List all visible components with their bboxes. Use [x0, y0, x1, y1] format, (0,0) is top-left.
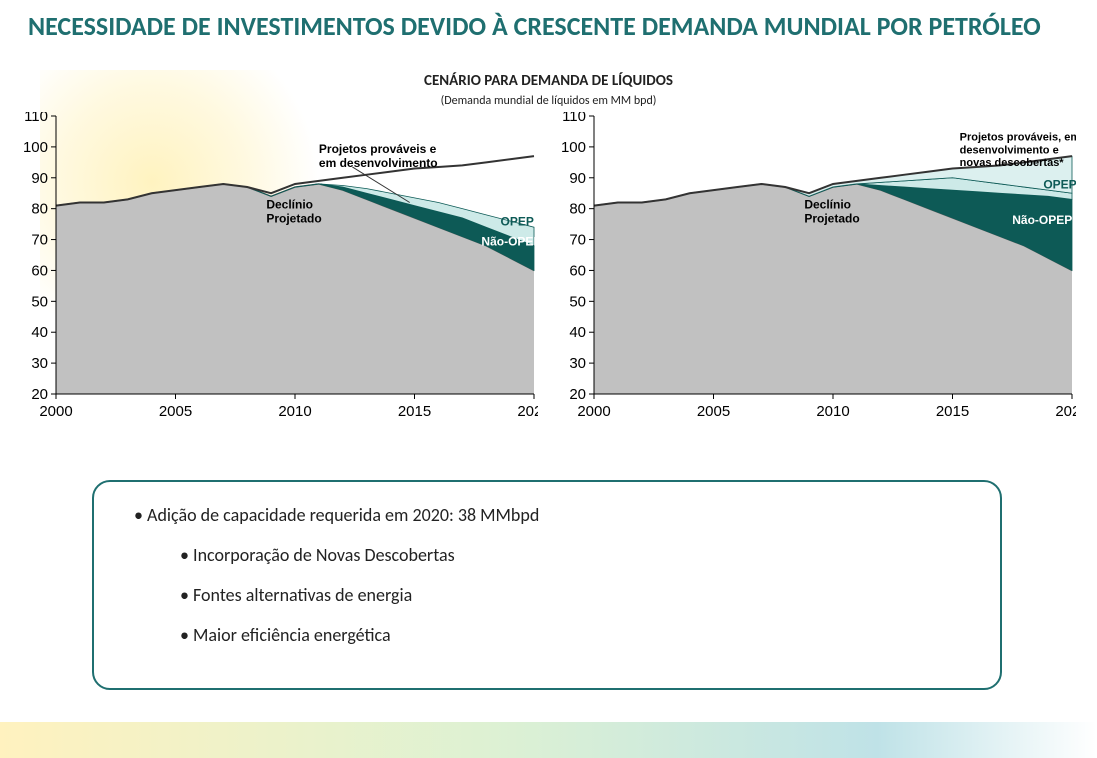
- svg-text:110: 110: [562, 112, 586, 125]
- svg-text:30: 30: [569, 355, 586, 372]
- svg-text:2010: 2010: [816, 403, 849, 420]
- svg-text:Projetos prováveis, emdesenvol: Projetos prováveis, emdesenvolvimento en…: [960, 132, 1076, 169]
- svg-text:2000: 2000: [39, 403, 72, 420]
- svg-text:110: 110: [24, 112, 48, 125]
- footer-gradient: [0, 722, 1097, 758]
- svg-text:100: 100: [23, 139, 48, 156]
- svg-text:40: 40: [31, 324, 48, 341]
- svg-text:60: 60: [31, 262, 48, 279]
- svg-text:100: 100: [561, 139, 586, 156]
- svg-text:OPEP: OPEP: [501, 215, 534, 229]
- svg-text:Projetos prováveis eem desenvo: Projetos prováveis eem desenvolvimento: [319, 142, 438, 170]
- svg-text:2005: 2005: [697, 403, 730, 420]
- svg-text:2000: 2000: [577, 403, 610, 420]
- svg-text:OPEP: OPEP: [1043, 178, 1076, 192]
- note-item: • Maior eficiência energética: [134, 624, 970, 646]
- svg-text:2015: 2015: [398, 403, 431, 420]
- svg-text:70: 70: [31, 232, 48, 249]
- note-item: • Incorporação de Novas Descobertas: [134, 544, 970, 566]
- svg-text:80: 80: [31, 201, 48, 218]
- svg-text:40: 40: [569, 324, 586, 341]
- svg-text:30: 30: [31, 355, 48, 372]
- charts-row: 20 30 40 50 60 70 80 90 100 110 2000 2005 2010 2015 20…: [14, 112, 1084, 424]
- svg-text:60: 60: [569, 262, 586, 279]
- svg-text:70: 70: [569, 232, 586, 249]
- svg-text:2020: 2020: [517, 403, 538, 420]
- chart-left: 20 30 40 50 60 70 80 90 100 110 2000 2005 2010 2015 20…: [14, 112, 538, 424]
- chart-subcaption: (Demanda mundial de líquidos em MM bpd): [0, 94, 1097, 108]
- svg-text:50: 50: [31, 293, 48, 310]
- svg-text:2005: 2005: [159, 403, 192, 420]
- notes-list: • Adição de capacidade requerida em 2020…: [134, 504, 970, 646]
- chart-right: 20 30 40 50 60 70 80 90 100 110 2000 2005 2010 2015 20…: [552, 112, 1076, 424]
- svg-text:2010: 2010: [278, 403, 311, 420]
- svg-text:2015: 2015: [936, 403, 969, 420]
- note-item: • Adição de capacidade requerida em 2020…: [134, 504, 970, 526]
- svg-text:Não-OPEP: Não-OPEP: [481, 235, 538, 249]
- notes-panel: • Adição de capacidade requerida em 2020…: [92, 480, 1002, 690]
- svg-text:20: 20: [31, 386, 48, 403]
- svg-text:2020: 2020: [1055, 403, 1076, 420]
- svg-text:20: 20: [569, 386, 586, 403]
- svg-text:50: 50: [569, 293, 586, 310]
- note-item: • Fontes alternativas de energia: [134, 584, 970, 606]
- svg-text:Não-OPEP: Não-OPEP: [1012, 213, 1072, 227]
- page-title: NECESSIDADE DE INVESTIMENTOS DEVIDO À CR…: [28, 12, 1077, 42]
- svg-text:90: 90: [569, 170, 586, 187]
- svg-text:90: 90: [31, 170, 48, 187]
- chart-subtitle: CENÁRIO PARA DEMANDA DE LÍQUIDOS: [0, 72, 1097, 90]
- svg-text:80: 80: [569, 201, 586, 218]
